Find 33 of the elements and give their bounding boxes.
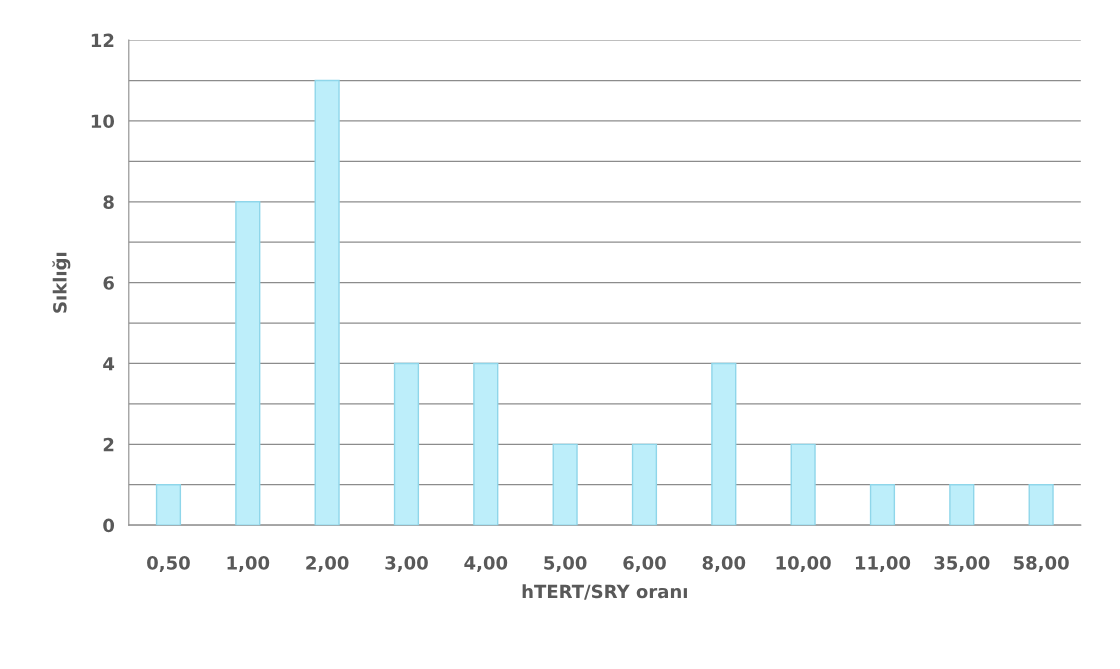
y-tick-label: 10 [91, 114, 115, 129]
x-tick-label: 4,00 [464, 556, 508, 572]
bar [473, 362, 499, 526]
x-tick-label: 8,00 [702, 556, 746, 572]
bar [235, 201, 261, 526]
y-tick-label: 8 [103, 195, 114, 209]
y-axis-title: Sıklığı [52, 252, 71, 313]
bar [631, 443, 658, 526]
x-tick-label: 6,00 [623, 556, 666, 572]
x-axis-title: hTERT/SRY oranı [522, 584, 687, 600]
bar [393, 362, 420, 526]
bar [1028, 484, 1054, 526]
bar [869, 484, 896, 526]
y-tick-label: 6 [103, 276, 114, 290]
x-tick-label: 1,00 [227, 556, 270, 572]
x-tick-label: 35,00 [934, 556, 990, 572]
x-tick-label: 10,00 [776, 556, 831, 572]
x-tick-label: 58,00 [1013, 556, 1069, 572]
y-tick-label: 2 [103, 437, 114, 452]
x-tick-label: 0,50 [147, 556, 190, 572]
bar [552, 443, 578, 526]
x-tick-label: 11,00 [855, 556, 911, 572]
bar [314, 79, 340, 526]
y-tick-label: 0 [103, 518, 115, 533]
bar [790, 443, 816, 526]
bar [711, 362, 737, 526]
x-tick-label: 3,00 [385, 556, 428, 572]
x-tick-label: 2,00 [306, 556, 349, 572]
y-tick-label: 12 [91, 33, 114, 47]
bar [155, 484, 182, 526]
bar [949, 484, 975, 526]
x-tick-label: 5,00 [544, 556, 587, 572]
y-tick-label: 4 [103, 357, 115, 371]
